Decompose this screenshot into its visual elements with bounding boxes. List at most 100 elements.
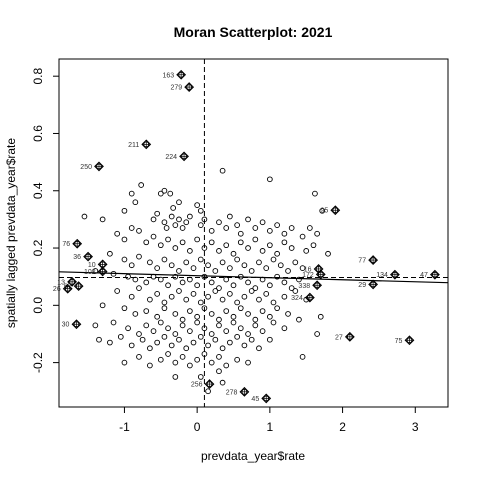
- data-point: [157, 319, 164, 326]
- influential-point-label: 26: [53, 286, 61, 293]
- data-point: [147, 345, 153, 352]
- data-point: [168, 262, 175, 269]
- data-point: [234, 256, 240, 263]
- data-point: [241, 293, 248, 300]
- chart-title: Moran Scatterplot: 2021: [174, 24, 333, 40]
- influential-point: 279: [170, 82, 195, 92]
- data-point: [208, 331, 215, 337]
- data-point: [227, 265, 233, 271]
- influential-points-layer: 1632792112242509576361010213672630161723…: [53, 69, 440, 404]
- data-point: [212, 336, 219, 343]
- data-point: [154, 265, 161, 271]
- x-tick-label: 2: [339, 420, 346, 434]
- data-point: [216, 354, 222, 360]
- data-point: [147, 296, 153, 303]
- data-point: [176, 199, 182, 206]
- influential-point: 102: [84, 266, 108, 277]
- y-tick-label: 0.2: [31, 239, 45, 256]
- data-point: [230, 282, 237, 289]
- influential-point-label: 256: [191, 382, 203, 389]
- data-point: [237, 305, 244, 312]
- data-point: [121, 305, 128, 312]
- data-point: [237, 239, 244, 246]
- data-point: [216, 368, 222, 375]
- data-point: [281, 239, 288, 246]
- data-point: [154, 339, 161, 346]
- data-point: [285, 268, 291, 274]
- data-point: [81, 213, 88, 220]
- influential-point: 324: [291, 292, 315, 303]
- data-point: [274, 305, 280, 312]
- influential-point: 13: [57, 276, 77, 287]
- data-point: [234, 222, 240, 228]
- data-point: [281, 230, 288, 237]
- influential-point-label: 16: [304, 266, 312, 273]
- data-point: [303, 248, 310, 254]
- data-point: [190, 265, 197, 271]
- axis-ticks: -1 0 1 2 3 -0.2 0.0 0.2 0.4 0.6 0.8: [31, 68, 419, 434]
- data-point: [107, 250, 113, 257]
- data-point: [299, 233, 306, 240]
- data-point: [274, 250, 280, 257]
- data-point: [157, 356, 164, 363]
- influential-point-label: 76: [62, 241, 70, 248]
- data-point: [317, 313, 324, 320]
- influential-point-label: 45: [251, 396, 259, 403]
- data-point: [201, 216, 208, 223]
- influential-point: 250: [80, 161, 104, 172]
- data-point: [143, 279, 150, 286]
- y-tick-label: -0.2: [31, 352, 45, 373]
- influential-point: 224: [165, 151, 189, 162]
- data-point: [267, 228, 273, 234]
- data-point: [150, 233, 157, 240]
- data-point: [288, 285, 295, 291]
- data-point: [248, 268, 255, 274]
- data-point: [179, 279, 186, 286]
- data-point: [259, 219, 266, 226]
- influential-point-label: 77: [358, 258, 366, 265]
- data-point: [128, 262, 135, 269]
- data-point: [139, 336, 146, 343]
- data-point: [136, 228, 142, 234]
- influential-point-label: 29: [358, 282, 366, 289]
- data-point: [125, 325, 131, 332]
- data-point: [227, 291, 233, 297]
- data-point: [168, 342, 175, 349]
- data-point: [99, 216, 106, 223]
- data-point: [147, 362, 153, 369]
- data-point: [270, 319, 277, 326]
- data-point: [259, 276, 266, 283]
- data-point: [263, 265, 270, 271]
- data-point: [325, 250, 331, 257]
- data-point: [281, 293, 288, 300]
- data-point: [117, 333, 124, 340]
- reference-lines: [58, 59, 449, 407]
- data-point: [219, 167, 226, 174]
- data-point: [319, 207, 326, 214]
- data-point: [307, 225, 313, 231]
- data-point: [172, 374, 179, 380]
- data-point: [172, 311, 179, 317]
- data-point: [179, 316, 186, 323]
- data-point: [194, 202, 200, 208]
- data-point: [205, 262, 211, 269]
- data-point: [147, 259, 153, 266]
- data-point: [110, 270, 117, 277]
- influential-point: 163: [162, 69, 187, 80]
- influential-point-label: 250: [80, 164, 92, 171]
- data-point: [114, 230, 121, 237]
- data-point: [172, 245, 179, 251]
- data-point: [201, 351, 208, 357]
- data-point: [92, 268, 99, 274]
- data-point: [237, 325, 244, 332]
- influential-point-label: 75: [395, 338, 403, 345]
- data-point: [256, 345, 262, 352]
- data-point: [223, 225, 230, 231]
- data-point: [128, 342, 135, 349]
- data-point: [197, 256, 204, 263]
- data-point: [234, 299, 240, 306]
- data-point: [245, 279, 251, 286]
- data-point: [292, 288, 299, 294]
- data-point: [121, 207, 128, 214]
- data-point: [230, 319, 237, 326]
